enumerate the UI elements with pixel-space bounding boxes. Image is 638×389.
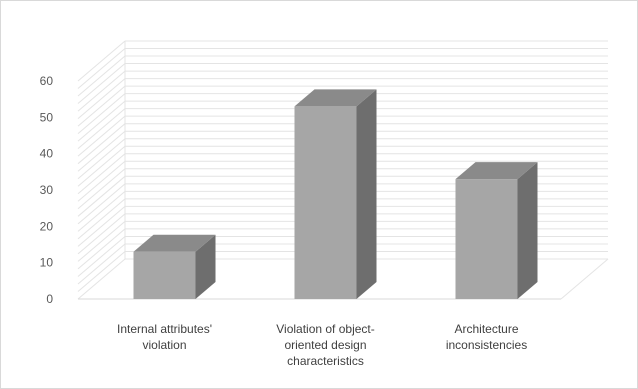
y-tick-label: 0 — [46, 292, 53, 306]
side-gridline — [78, 184, 125, 224]
y-tick-label: 40 — [40, 147, 54, 161]
category-label-line: Architecture — [454, 322, 518, 336]
side-gridline — [78, 229, 125, 269]
side-gridline — [78, 109, 125, 149]
side-gridline — [78, 221, 125, 261]
side-gridline — [78, 41, 125, 81]
bar-front — [295, 106, 357, 299]
category-label-line: violation — [142, 338, 186, 352]
category-label: Architecture inconsistencies — [446, 322, 527, 352]
y-tick-label: 60 — [40, 74, 54, 88]
side-gridline — [78, 79, 125, 119]
category-labels: Internal attributes' violation Violation o… — [117, 322, 527, 368]
side-gridline — [78, 154, 125, 194]
side-gridline — [78, 251, 125, 291]
side-gridline — [78, 139, 125, 179]
category-label-line: inconsistencies — [446, 338, 527, 352]
y-axis-tick-labels: 0 10 20 30 40 50 60 — [40, 74, 54, 306]
side-gridline — [78, 131, 125, 171]
side-gridline — [78, 86, 125, 126]
side-gridline — [78, 71, 125, 111]
floor-right-edge — [561, 259, 608, 299]
side-gridline — [78, 101, 125, 141]
y-tick-label: 20 — [40, 219, 54, 233]
bar — [456, 162, 538, 299]
bar-side — [357, 89, 377, 299]
side-gridline — [78, 56, 125, 96]
side-gridline — [78, 236, 125, 276]
side-gridline — [78, 191, 125, 231]
bar-front — [456, 179, 518, 299]
side-gridline — [78, 161, 125, 201]
category-label-line: Internal attributes' — [117, 322, 212, 336]
category-label: Internal attributes' violation — [117, 322, 212, 352]
y-tick-label: 50 — [40, 110, 54, 124]
bar-front — [134, 252, 196, 299]
side-gridline — [78, 124, 125, 164]
side-gridline — [78, 169, 125, 209]
side-gridline — [78, 146, 125, 186]
y-tick-label: 30 — [40, 183, 54, 197]
bar-side — [518, 162, 538, 299]
bars — [134, 89, 538, 299]
side-gridline — [78, 199, 125, 239]
side-gridline — [78, 214, 125, 254]
side-gridline — [78, 64, 125, 104]
bar — [295, 89, 377, 299]
category-label-line: Violation of object- — [276, 322, 375, 336]
bar — [134, 235, 216, 299]
category-label-line: oriented design — [284, 338, 366, 352]
side-gridline — [78, 49, 125, 89]
side-gridline — [78, 244, 125, 284]
side-gridline — [78, 116, 125, 156]
side-gridline — [78, 94, 125, 134]
side-gridline — [78, 206, 125, 246]
category-label: Violation of object-oriented design chara… — [276, 322, 375, 368]
y-tick-label: 10 — [40, 256, 54, 270]
side-gridline — [78, 176, 125, 216]
category-label-line: characteristics — [287, 354, 364, 368]
side-gridline — [78, 259, 125, 299]
